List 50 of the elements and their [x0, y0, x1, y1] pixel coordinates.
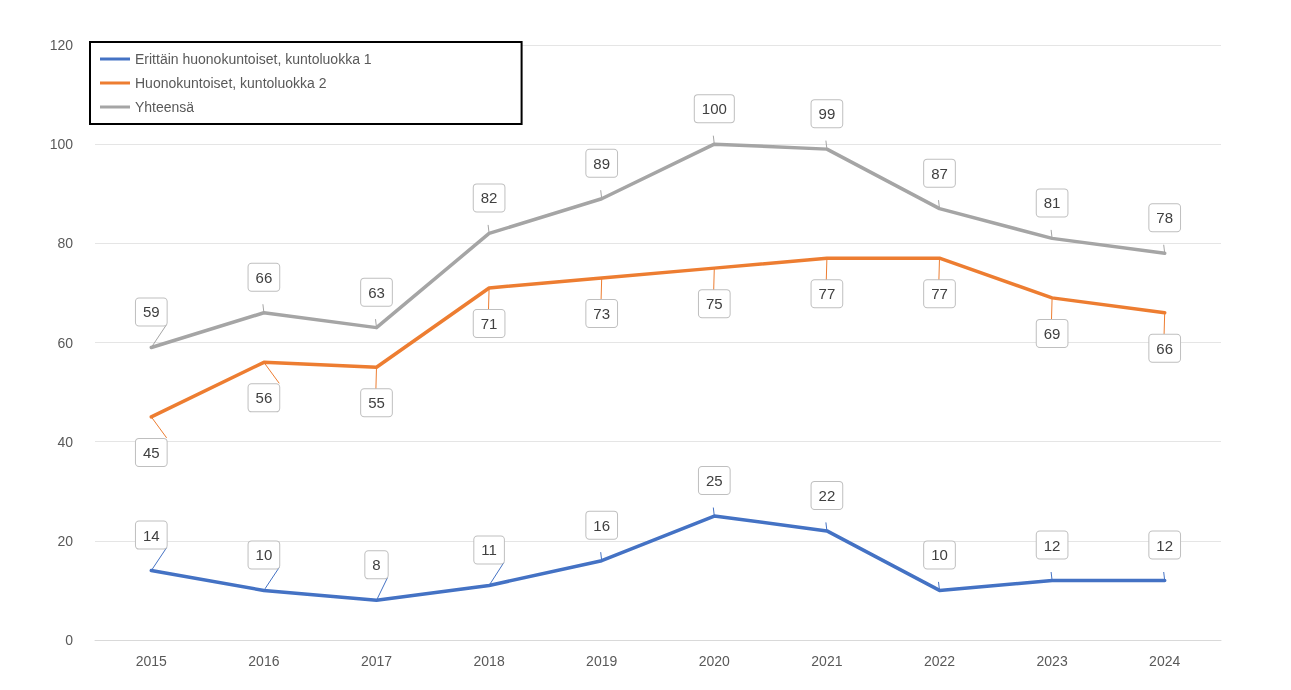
data-label: 81 [1043, 194, 1061, 212]
data-label: 66 [1156, 339, 1174, 357]
data-label: 89 [593, 154, 611, 172]
data-label: 45 [142, 443, 160, 461]
data-label: 12 [1043, 536, 1061, 554]
legend-label: Huonokuntoiset, kuntoluokka 2 [135, 75, 327, 91]
y-tick-label: 60 [57, 334, 74, 351]
data-label: 56 [255, 389, 273, 407]
y-tick-label: 20 [57, 532, 74, 549]
x-tick-label: 2021 [811, 653, 843, 669]
data-label: 78 [1156, 209, 1174, 227]
data-label: 55 [368, 394, 385, 412]
data-label: 71 [480, 314, 498, 332]
data-label: 82 [480, 189, 498, 207]
data-label: 22 [818, 486, 836, 504]
data-label: 73 [593, 305, 611, 323]
data-label: 77 [931, 285, 948, 303]
data-label: 16 [593, 516, 611, 534]
x-tick-label: 2019 [586, 653, 618, 669]
legend-label: Erittäin huonokuntoiset, kuntoluokka 1 [135, 51, 372, 67]
data-label: 14 [142, 526, 160, 544]
data-label: 12 [1156, 536, 1174, 554]
data-label: 99 [818, 105, 836, 123]
x-tick-label: 2017 [360, 653, 393, 669]
data-label: 100 [701, 100, 727, 118]
y-tick-label: 40 [57, 433, 74, 450]
data-label: 59 [142, 303, 160, 321]
y-tick-label: 120 [49, 37, 74, 53]
x-tick-label: 2022 [923, 653, 956, 669]
x-tick-label: 2016 [248, 653, 280, 669]
data-label: 66 [255, 268, 273, 286]
data-label: 87 [931, 164, 948, 182]
x-tick-label: 2024 [1149, 653, 1181, 669]
y-tick-label: 80 [57, 235, 74, 252]
data-label: 11 [481, 541, 497, 559]
x-tick-label: 2018 [473, 653, 505, 669]
data-label: 10 [931, 546, 948, 564]
data-label: 10 [255, 546, 273, 564]
x-tick-label: 2020 [698, 653, 731, 669]
y-tick-label: 0 [65, 632, 74, 648]
legend-label: Yhteensä [135, 99, 195, 115]
data-label: 8 [372, 556, 381, 574]
data-label: 63 [368, 283, 385, 301]
data-label: 69 [1043, 324, 1061, 342]
data-label: 75 [705, 295, 723, 313]
data-label: 77 [818, 285, 836, 303]
x-tick-label: 2023 [1036, 653, 1068, 669]
data-label: 25 [705, 472, 723, 490]
x-tick-label: 2015 [135, 653, 168, 669]
y-tick-label: 100 [49, 136, 74, 153]
